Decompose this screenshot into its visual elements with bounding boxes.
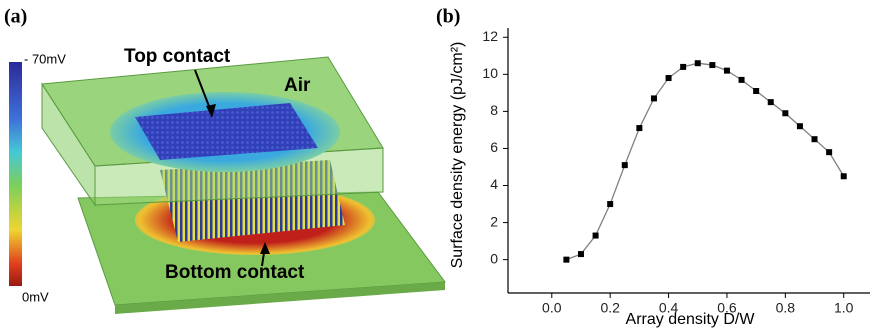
x-tick-label: 0.8 [776,300,796,316]
x-tick-label: 1.0 [834,300,854,316]
data-point [826,149,832,155]
data-point [709,62,715,68]
annotation: Air [284,75,311,96]
annotation: Top contact [124,46,231,67]
y-tick-label: 6 [490,139,498,155]
data-point [680,64,686,70]
data-point [593,233,599,239]
data-point [753,88,759,94]
page: {"panel_a": {"label": "(a)", "colorbar":… [0,0,873,330]
colorbar-min: 0mV [22,289,49,304]
data-point [797,123,803,129]
panel-label: (b) [436,6,460,28]
y-tick-label: 12 [482,28,498,44]
colorbar [9,62,22,286]
x-tick-label: 0.2 [600,300,620,316]
data-point [651,95,657,101]
y-axis-title: Surface density energy (pJ/cm²) [449,42,466,269]
data-point [607,201,613,207]
y-tick-label: 2 [490,213,498,229]
data-point [695,60,701,66]
y-tick-label: 10 [482,65,498,81]
line-chart: (b) Array density D/W Surface density en… [436,6,870,329]
data-point [563,257,569,263]
x-tick-label: 0.6 [717,300,737,316]
annotation: Bottom contact [165,262,305,283]
x-tick-label: 0.0 [542,300,562,316]
data-point [666,75,672,81]
figure: (a) - 70mV 0mV Top contact Air Bottom co… [0,0,873,330]
data-point [841,173,847,179]
data-point [724,68,730,74]
data-point [782,110,788,116]
y-tick-label: 4 [490,176,498,192]
data-point [812,136,818,142]
panel-label: (a) [4,6,27,28]
y-tick-label: 0 [490,250,498,266]
data-point [739,77,745,83]
colorbar-max: - 70mV [24,51,66,66]
data-point [768,99,774,105]
data-point [622,162,628,168]
data-line [566,63,843,259]
data-point [636,125,642,131]
y-tick-label: 8 [490,102,498,118]
x-tick-label: 0.4 [659,300,679,316]
data-point [578,251,584,257]
